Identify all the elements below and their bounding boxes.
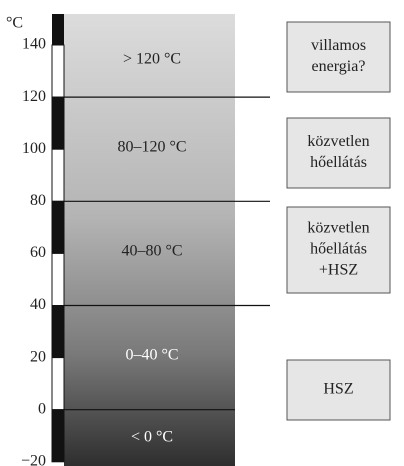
ruler-segment bbox=[51, 148, 65, 202]
box bbox=[286, 21, 391, 93]
tick-label: 20 bbox=[30, 348, 46, 365]
box bbox=[286, 117, 391, 189]
band-label: < 0 °C bbox=[131, 429, 173, 446]
box-text: villamos bbox=[311, 37, 366, 54]
ruler-segment bbox=[51, 252, 65, 306]
ruler-segment bbox=[52, 14, 64, 45]
box-text: hőellátás bbox=[310, 241, 367, 258]
tick-label: −20 bbox=[21, 452, 46, 466]
box-text: hőellátás bbox=[310, 154, 367, 171]
tick-label: 40 bbox=[30, 296, 46, 313]
tick-label: 60 bbox=[30, 244, 46, 261]
box bbox=[286, 206, 391, 294]
box-text: HSZ bbox=[323, 381, 353, 398]
ruler-segment bbox=[51, 409, 65, 463]
tick-label: 100 bbox=[22, 140, 46, 157]
tick-label: 80 bbox=[30, 192, 46, 209]
box-text: közvetlen bbox=[307, 133, 369, 150]
ruler-segment bbox=[51, 44, 65, 98]
band-label: 40–80 °C bbox=[121, 243, 182, 260]
ruler-segment bbox=[51, 96, 65, 150]
ruler-segment bbox=[51, 357, 65, 411]
tick-label: 0 bbox=[38, 400, 46, 417]
band-label: > 120 °C bbox=[123, 51, 181, 68]
box-text: közvetlen bbox=[307, 220, 369, 237]
box-text: +HSZ bbox=[319, 262, 358, 279]
box-text: energia? bbox=[312, 58, 366, 75]
unit-label: °C bbox=[6, 15, 23, 32]
ruler-segment bbox=[51, 200, 65, 254]
tick-label: 140 bbox=[22, 36, 46, 53]
temperature-band bbox=[64, 14, 235, 466]
box bbox=[286, 359, 391, 421]
ruler-segment bbox=[51, 305, 65, 359]
band-label: 0–40 °C bbox=[125, 347, 178, 364]
tick-label: 120 bbox=[22, 88, 46, 105]
band-label: 80–120 °C bbox=[117, 139, 186, 156]
